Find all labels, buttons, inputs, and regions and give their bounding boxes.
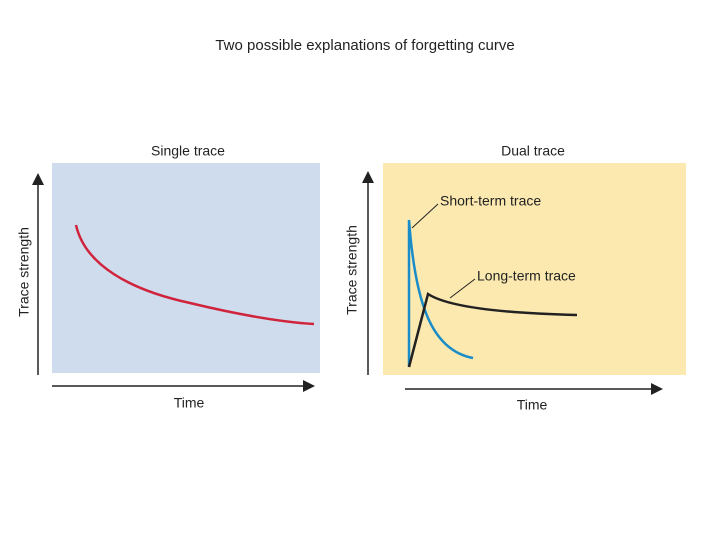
long-term-curve: [407, 292, 578, 368]
trace-curve: [74, 224, 315, 326]
curve-label: Short-term trace: [440, 193, 541, 209]
single-trace-panel: Single trace Time Trace strength: [16, 143, 320, 411]
curve-label: Long-term trace: [477, 268, 576, 284]
leader-line: [449, 278, 476, 299]
x-axis-label: Time: [174, 395, 205, 411]
x-axis-label: Time: [517, 397, 548, 413]
short-term-curve: [407, 219, 474, 367]
leader-line: [411, 203, 439, 229]
dual-trace-panel: Dual trace Time Trace strength Short-ter…: [344, 143, 686, 413]
panel-title: Single trace: [151, 143, 225, 159]
y-axis-label: Trace strength: [16, 227, 32, 317]
plot-area: [383, 163, 686, 375]
plot-area: [52, 163, 320, 373]
slide-title: Two possible explanations of forgetting …: [215, 37, 514, 54]
panel-title: Dual trace: [501, 143, 565, 159]
y-axis-label: Trace strength: [344, 225, 360, 315]
